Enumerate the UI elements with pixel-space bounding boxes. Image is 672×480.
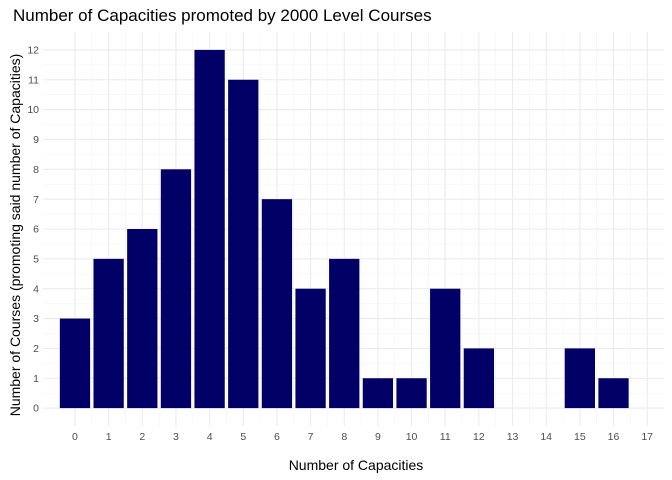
x-tick-label: 12 [473,431,485,443]
y-tick-label: 2 [33,343,39,355]
x-tick-label: 17 [641,431,653,443]
bar-2 [127,229,158,409]
bar-4 [194,49,225,409]
x-tick-label: 15 [574,431,586,443]
y-tick-label: 4 [33,283,39,295]
x-tick-label: 6 [274,431,280,443]
x-tick-label: 4 [207,431,213,443]
bar-3 [160,169,192,409]
bar-11 [430,288,461,409]
bar-7 [295,288,326,409]
y-tick-label: 12 [27,45,39,57]
bar-9 [362,378,394,409]
bar-8 [329,258,360,409]
x-tick-label: 1 [106,431,112,443]
y-tick-label: 7 [33,194,39,206]
bar-12 [463,348,495,409]
bars [59,49,629,409]
y-tick-label: 10 [27,104,39,116]
x-tick-label: 8 [341,431,347,443]
bar-10 [396,378,427,409]
x-tick-label: 7 [308,431,314,443]
y-tick-label: 5 [33,253,39,265]
bar-0 [59,318,91,409]
bar-1 [93,258,124,409]
y-tick-label: 6 [33,224,39,236]
x-tick-label: 3 [173,431,179,443]
x-tick-label: 13 [507,431,519,443]
bar-16 [598,378,629,409]
y-tick-label: 1 [33,373,39,385]
y-axis-title: Number of Courses (promoting said number… [7,54,23,417]
bar-15 [564,348,595,409]
x-tick-label: 0 [72,431,78,443]
y-tick-label: 0 [33,403,39,415]
y-tick-label: 9 [33,134,39,146]
x-axis-ticks: 0 1 2 3 4 5 6 7 8 9 10 11 12 13 14 15 16 17 [72,431,653,443]
bar-6 [261,199,293,409]
x-tick-label: 10 [406,431,418,443]
y-tick-label: 3 [33,313,39,325]
x-tick-label: 16 [608,431,620,443]
x-axis-title: Number of Capacities [289,457,424,473]
bar-5 [228,79,259,409]
x-tick-label: 11 [440,431,451,443]
y-tick-label: 11 [28,74,39,86]
x-tick-label: 5 [240,431,246,443]
chart-title: Number of Capacities promoted by 2000 Le… [13,6,432,25]
x-tick-label: 2 [139,431,145,443]
x-tick-label: 9 [375,431,381,443]
y-tick-label: 8 [33,164,39,176]
x-tick-label: 14 [540,431,552,443]
